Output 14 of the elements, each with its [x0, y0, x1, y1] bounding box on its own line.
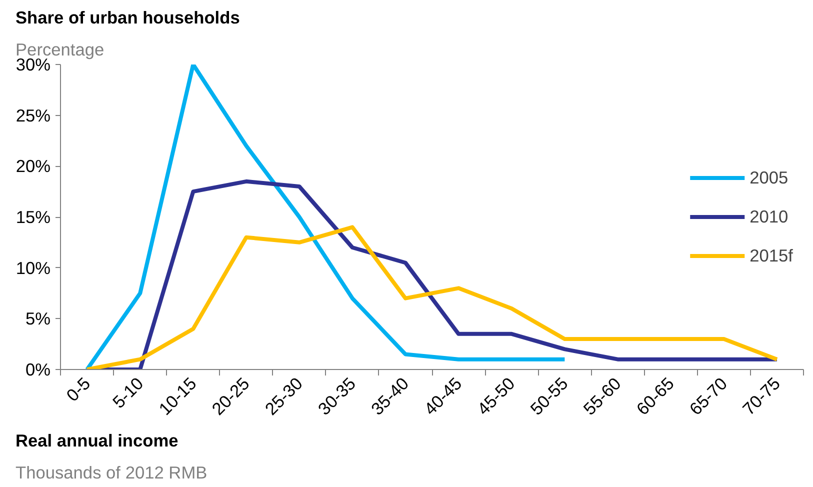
y-tick-label: 25% [16, 105, 51, 126]
legend-label: 2015f [750, 245, 793, 266]
chart-title: Share of urban households [16, 8, 240, 28]
x-axis-title: Real annual income [16, 430, 179, 450]
text: Thousands of 2012 RMB [16, 462, 208, 482]
legend-label: 2010 [750, 206, 788, 227]
y-tick-label: 5% [25, 308, 50, 329]
y-tick-label: 10% [16, 258, 51, 278]
y-tick-label: 20% [16, 156, 51, 176]
legend-label: 2005 [750, 167, 788, 188]
line-series [85, 64, 567, 370]
y-tick-label: 15% [16, 207, 51, 227]
x-tick-label: 0-5 [62, 373, 94, 406]
y-tick-label: 0% [25, 360, 50, 380]
